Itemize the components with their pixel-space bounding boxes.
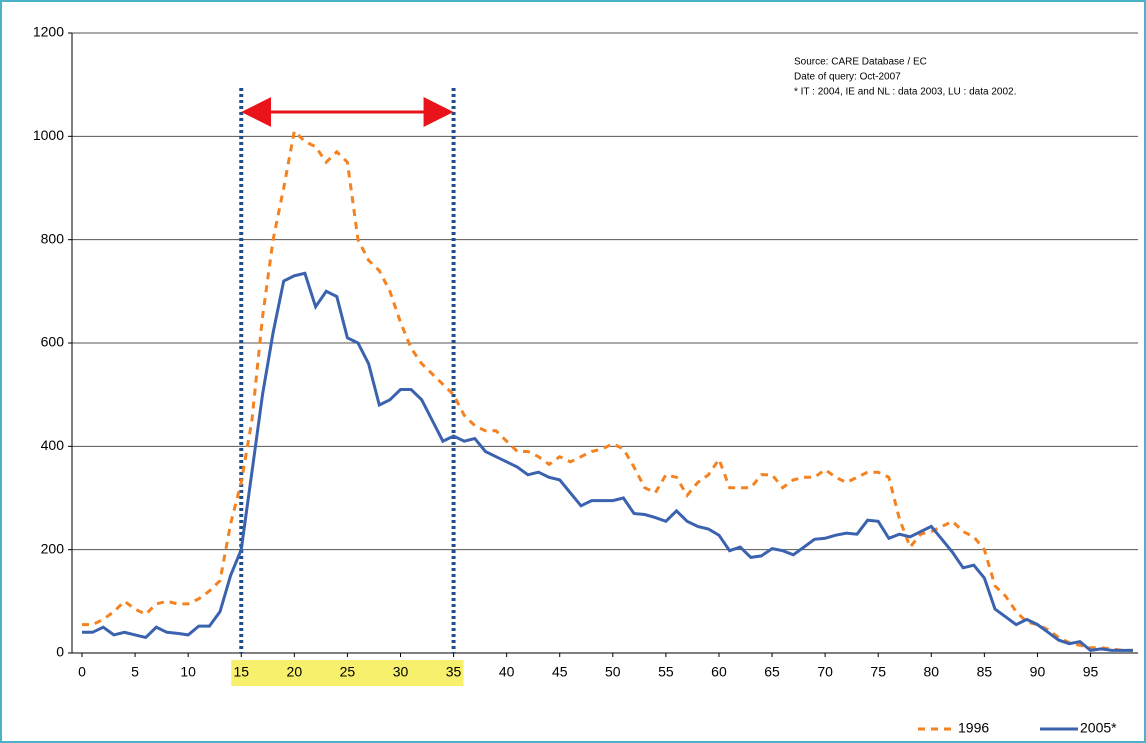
x-tick-label: 60 [711,664,727,680]
note: * IT : 2004, IE and NL : data 2003, LU :… [794,87,1016,98]
x-tick-label: 50 [605,664,621,680]
x-tick-label: 15 [233,664,249,680]
legend-label: 1996 [958,720,989,736]
x-tick-label: 95 [1083,664,1099,680]
y-tick-label: 800 [41,230,65,246]
note: Source: CARE Database / EC [794,57,927,68]
annotation: Source: CARE Database / EC Date of query… [794,57,1016,98]
y-tick-label: 1200 [33,24,64,40]
series-line [82,271,1133,652]
legend-label: 2005* [1080,720,1117,736]
x-tick-label: 75 [870,664,886,680]
x-tick-label: 85 [977,664,993,680]
y-tick-label: 400 [41,437,65,453]
y-tick-label: 600 [41,334,65,350]
x-tick-label: 45 [552,664,568,680]
x-tick-label: 65 [764,664,780,680]
highlight-band [231,660,464,686]
y-tick-label: 200 [41,540,65,556]
x-tick-label: 5 [131,664,139,680]
x-tick-label: 20 [287,664,303,680]
note: Date of query: Oct-2007 [794,72,901,83]
y-tick-label: 1000 [33,127,64,143]
x-tick-label: 0 [78,664,86,680]
x-tick-label: 40 [499,664,515,680]
x-tick-label: 90 [1030,664,1046,680]
y-tick-label: 0 [56,644,64,660]
x-tick-label: 30 [393,664,409,680]
x-tick-label: 70 [817,664,833,680]
x-tick-label: 10 [180,664,196,680]
x-tick-label: 55 [658,664,674,680]
x-tick-label: 35 [446,664,462,680]
series-line [82,128,1133,652]
x-tick-label: 25 [340,664,356,680]
x-tick-label: 80 [924,664,940,680]
